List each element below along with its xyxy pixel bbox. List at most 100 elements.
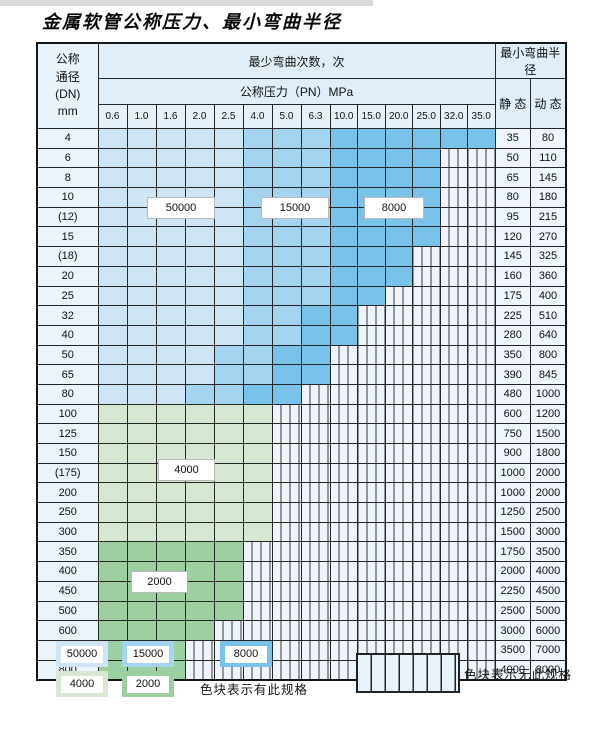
spec-cell-2000 [126, 620, 157, 641]
spec-cell-none [412, 462, 441, 484]
spec-cell-2000 [126, 541, 157, 563]
header-min-radius: 最小弯曲半径 [494, 42, 567, 79]
spec-cell-8000 [300, 364, 331, 385]
dynamic-radius-cell: 2000 [530, 462, 567, 484]
table-row: 65 390 845 [36, 364, 567, 385]
spec-cell-none [329, 502, 358, 523]
static-radius-cell: 2000 [494, 561, 531, 582]
spec-cell-none [300, 580, 331, 602]
spec-cell-8000 [384, 147, 413, 169]
spec-cell-none [412, 443, 441, 464]
spec-cell-15000 [271, 324, 302, 346]
dynamic-radius-cell: 2500 [530, 502, 567, 523]
spec-cell-4000 [242, 462, 273, 484]
static-radius-cell: 2250 [494, 580, 531, 602]
dn-cell: 400 [36, 561, 99, 582]
spec-cell-15000 [300, 128, 331, 149]
dn-cell: 20 [36, 265, 99, 287]
spec-cell-8000 [329, 187, 358, 208]
dynamic-radius-cell: 80 [530, 128, 567, 149]
spec-cell-none [412, 482, 441, 504]
dynamic-radius-cell: 3500 [530, 541, 567, 563]
spec-cell-4000 [213, 403, 244, 425]
spec-cell-none [412, 541, 441, 563]
static-radius-cell: 4000 [494, 659, 531, 681]
spec-cell-none [467, 659, 496, 681]
spec-cell-none [300, 502, 331, 523]
spec-cell-50000 [155, 246, 186, 267]
spec-cell-none [439, 305, 468, 326]
spec-cell-none [357, 443, 386, 464]
legend-swatch-label: 4000 [61, 675, 103, 693]
spec-cell-none [300, 482, 331, 504]
spec-cell-none [271, 403, 302, 425]
spec-cell-none [467, 423, 496, 444]
table-row: 100 600 1200 [36, 403, 567, 425]
spec-cell-8000 [467, 128, 496, 149]
spec-cell-none [384, 364, 413, 385]
spec-cell-15000 [213, 383, 244, 405]
spec-cell-8000 [300, 324, 331, 346]
static-radius-cell: 390 [494, 364, 531, 385]
static-radius-cell: 225 [494, 305, 531, 326]
spec-cell-15000 [300, 167, 331, 189]
dn-cell: (175) [36, 462, 99, 484]
spec-cell-none [439, 265, 468, 287]
spec-cell-none [242, 620, 273, 641]
spec-cell-none [242, 561, 273, 582]
spec-cell-8000 [357, 147, 386, 169]
spec-cell-none [439, 403, 468, 425]
spec-cell-none [467, 285, 496, 307]
spec-cell-none [439, 521, 468, 543]
spec-cell-none [439, 285, 468, 307]
spec-cell-none [412, 561, 441, 582]
spec-cell-none [439, 502, 468, 523]
spec-cell-none [412, 423, 441, 444]
spec-cell-none [439, 167, 468, 189]
spec-cell-50000 [97, 206, 128, 228]
spec-cell-none [329, 541, 358, 563]
spec-cell-50000 [155, 383, 186, 405]
static-radius-cell: 1500 [494, 521, 531, 543]
spec-cell-none [357, 502, 386, 523]
spec-cell-4000 [213, 502, 244, 523]
spec-cell-none [271, 620, 302, 641]
spec-cell-50000 [213, 305, 244, 326]
spec-cell-none [439, 226, 468, 248]
spec-cell-none [329, 639, 358, 661]
spec-cell-none [271, 502, 302, 523]
spec-cell-none [271, 561, 302, 582]
dynamic-radius-cell: 145 [530, 167, 567, 189]
spec-cell-4000 [126, 502, 157, 523]
dynamic-radius-cell: 325 [530, 246, 567, 267]
static-radius-cell: 95 [494, 206, 531, 228]
spec-cell-8000 [412, 167, 441, 189]
pressure-column-header: 2.0 [184, 104, 215, 129]
spec-cell-none [439, 383, 468, 405]
spec-cell-none [329, 364, 358, 385]
spec-cell-8000 [384, 265, 413, 287]
dynamic-radius-cell: 215 [530, 206, 567, 228]
spec-cell-15000 [242, 246, 273, 267]
spec-cell-none [300, 541, 331, 563]
spec-cell-8000 [384, 226, 413, 248]
spec-cell-none [357, 383, 386, 405]
spec-cell-4000 [97, 521, 128, 543]
spec-cell-8000 [329, 324, 358, 346]
spec-cell-4000 [213, 462, 244, 484]
spec-cell-8000 [412, 226, 441, 248]
spec-cell-none [439, 443, 468, 464]
dn-cell: 200 [36, 482, 99, 504]
pressure-column-header: 4.0 [242, 104, 273, 129]
dynamic-radius-cell: 845 [530, 364, 567, 385]
table-row: (175) 1000 2000 [36, 462, 567, 484]
spec-cell-50000 [184, 265, 215, 287]
static-radius-cell: 80 [494, 187, 531, 208]
spec-cell-50000 [126, 324, 157, 346]
spec-cell-50000 [213, 187, 244, 208]
spec-cell-2000 [97, 541, 128, 563]
static-radius-cell: 900 [494, 443, 531, 464]
header-pressure: 公称压力（PN）MPa [97, 78, 496, 105]
pressure-column-header: 35.0 [467, 104, 496, 129]
spec-cell-none [467, 265, 496, 287]
